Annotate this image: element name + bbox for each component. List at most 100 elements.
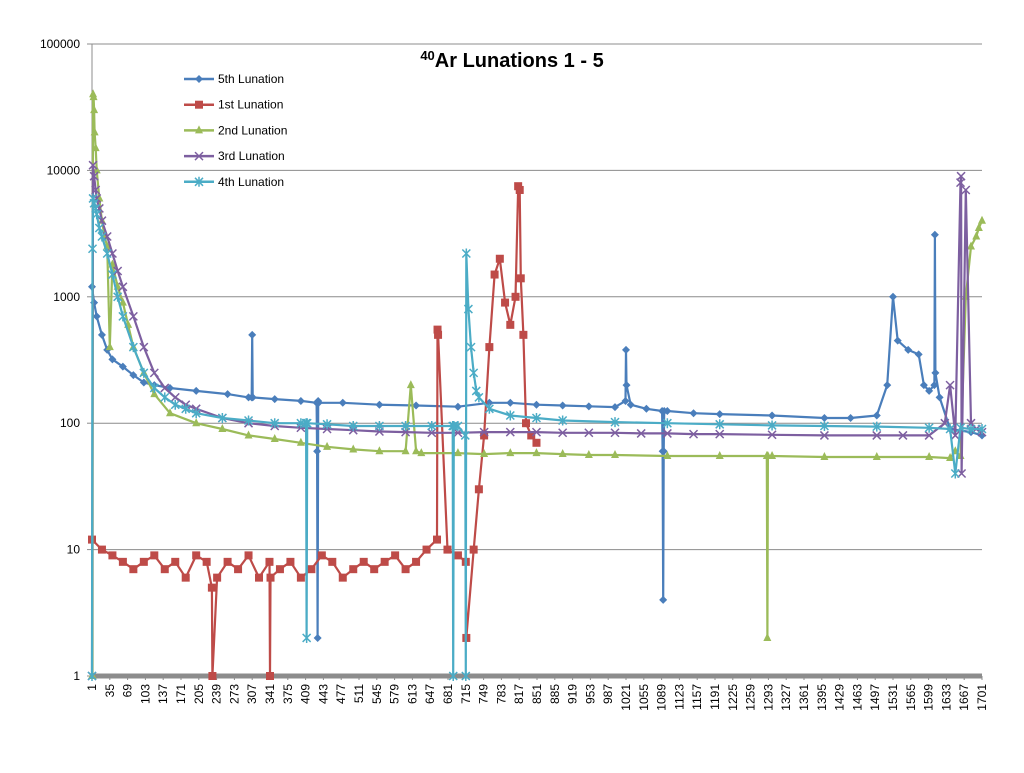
x-tick-label: 1565	[904, 684, 918, 711]
data-point	[412, 401, 421, 410]
legend-label: 1st Lunation	[218, 98, 283, 112]
data-point	[192, 551, 201, 560]
data-point	[584, 428, 594, 438]
data-point	[820, 413, 829, 422]
x-tick-label: 477	[334, 684, 348, 704]
data-point	[930, 230, 939, 239]
data-point	[914, 350, 923, 359]
data-point	[506, 398, 515, 407]
data-point	[453, 448, 462, 457]
data-point	[139, 378, 148, 387]
data-point	[515, 185, 524, 194]
chart-title: 40Ar Lunations 1 - 5	[420, 48, 603, 73]
data-point	[463, 304, 473, 315]
data-point	[950, 468, 960, 479]
data-point	[715, 410, 724, 419]
data-point	[150, 389, 159, 398]
data-point	[213, 573, 222, 582]
data-point	[466, 342, 476, 353]
x-tick-label: 1633	[939, 684, 953, 711]
data-point	[532, 448, 541, 457]
data-point	[904, 345, 913, 354]
data-point	[401, 446, 410, 455]
data-point	[626, 400, 635, 409]
data-point	[480, 449, 489, 458]
data-point	[532, 438, 541, 447]
data-point	[129, 371, 138, 380]
data-point	[113, 266, 123, 276]
data-point	[883, 381, 892, 390]
data-point	[412, 557, 421, 566]
data-point	[584, 450, 593, 459]
x-tick-label: 341	[263, 684, 277, 704]
data-point	[715, 429, 725, 439]
data-point	[234, 565, 243, 574]
data-point	[636, 428, 646, 438]
data-point	[453, 551, 462, 560]
data-point	[391, 551, 400, 560]
data-point	[501, 298, 510, 307]
data-point	[558, 401, 567, 410]
data-point	[506, 448, 515, 457]
x-tick-label: 205	[192, 684, 206, 704]
data-point	[505, 427, 515, 437]
legend-label: 5th Lunation	[218, 72, 284, 86]
data-point	[622, 381, 631, 390]
x-tick-label: 511	[352, 684, 366, 703]
data-point	[924, 430, 934, 440]
x-tick-label: 681	[441, 684, 455, 704]
data-point	[107, 269, 117, 280]
legend-marker	[195, 125, 203, 134]
x-tick-label: 749	[477, 684, 491, 704]
data-point	[89, 171, 99, 181]
data-point	[433, 325, 442, 334]
data-point	[160, 392, 170, 403]
data-point	[97, 545, 106, 554]
title-superscript: 40	[420, 48, 434, 63]
data-point	[558, 428, 568, 438]
x-tick-label: 579	[388, 684, 402, 704]
data-point	[461, 671, 471, 681]
data-point	[584, 402, 593, 411]
data-point	[181, 403, 191, 414]
data-point	[659, 447, 668, 456]
data-point	[919, 381, 928, 390]
data-point	[313, 633, 322, 642]
data-point	[516, 274, 525, 283]
data-point	[893, 336, 902, 345]
data-point	[480, 431, 489, 440]
data-point	[129, 565, 138, 574]
legend-item: 1st Lunation	[184, 98, 283, 112]
data-point	[275, 565, 284, 574]
data-point	[846, 413, 855, 422]
data-point	[448, 671, 458, 681]
y-tick-label: 1	[73, 669, 80, 683]
data-point	[118, 282, 128, 292]
data-point	[924, 422, 934, 433]
data-point	[642, 404, 651, 413]
data-point	[505, 410, 515, 421]
x-tick-label: 137	[156, 684, 170, 704]
data-point	[328, 557, 337, 566]
data-point	[338, 573, 347, 582]
data-point	[266, 573, 275, 582]
x-tick-label: 613	[405, 684, 419, 704]
data-point	[97, 330, 106, 339]
data-point	[485, 398, 494, 407]
x-tick-label: 1089	[655, 684, 669, 711]
data-point	[102, 248, 112, 259]
data-point	[89, 92, 98, 101]
data-point	[317, 551, 326, 560]
x-tick-label: 443	[316, 684, 330, 704]
data-point	[338, 398, 347, 407]
data-point	[87, 243, 98, 254]
legend-item: 2nd Lunation	[184, 123, 287, 137]
data-point	[401, 421, 411, 432]
y-tick-label: 10	[67, 543, 81, 557]
data-point	[202, 557, 211, 566]
data-point	[90, 127, 99, 136]
data-point	[610, 428, 620, 438]
data-point	[872, 421, 882, 432]
